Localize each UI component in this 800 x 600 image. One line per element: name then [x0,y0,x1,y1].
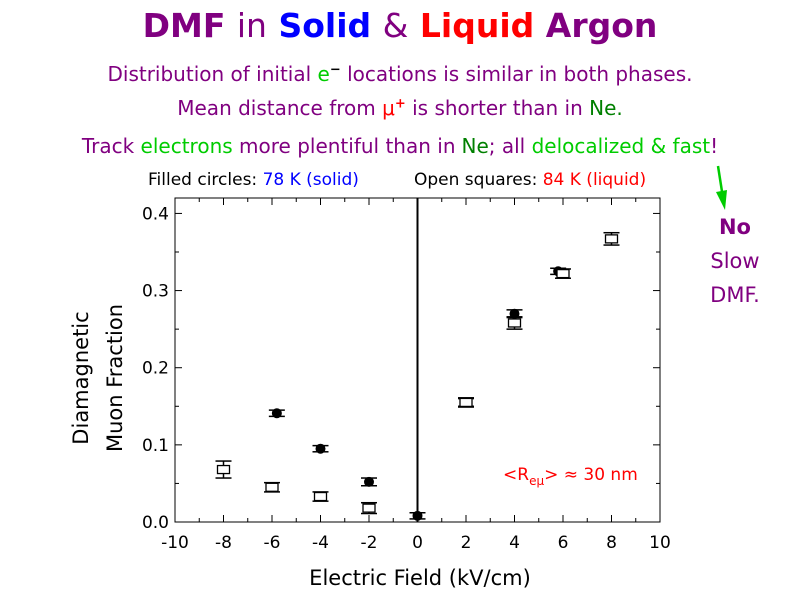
line3-bang: ! [710,134,719,158]
title-argon: Argon [545,6,658,45]
data-point-liquid [556,268,570,279]
line3-a: Track [81,134,135,158]
y-tick-label: 0.1 [142,436,169,456]
y-tick-label: 0.3 [142,282,169,302]
line2-muon-sup: + [394,96,406,112]
page-title: DMF in Solid & Liquid Argon [0,6,800,45]
y-axis-label-line-2: Muon Fraction [103,304,127,452]
x-tick-label: 10 [649,533,671,553]
x-tick-label: -2 [361,533,378,553]
line2-muon: μ+ [382,96,406,120]
line2-c: is shorter than in [412,96,583,120]
x-tick-label: -4 [312,533,329,553]
subtitle-line-3: Track electrons more plentiful than in Ne… [0,134,800,158]
line2-ne: Ne. [589,96,623,120]
subtitle-line-2: Mean distance from μ+ is shorter than in… [0,96,800,120]
side-note-line-3: DMF. [710,283,760,307]
x-tick-label: -8 [215,533,232,553]
annotation-prefix: <R [503,465,529,485]
distance-annotation: <Reμ> ≈ 30 nm [503,465,638,488]
data-point-liquid [604,234,619,244]
legend-open: Open squares: 84 K (liquid) [414,170,646,190]
data-point-liquid [265,482,279,492]
line1-electron: e− [317,62,341,86]
data-point-solid [271,408,282,419]
data-point-solid [364,476,374,487]
line3-e: ; all [488,134,526,158]
side-note-line-1: No [718,215,751,239]
x-tick-label: 4 [509,533,520,553]
side-note-line-2: Slow [710,249,760,273]
x-tick-label: 6 [558,533,569,553]
x-axis-label: Electric Field (kV/cm) [309,566,531,590]
y-tick-label: 0.4 [142,204,169,224]
legend-filled: Filled circles: 78 K (solid) [148,170,359,190]
line3-electrons: electrons [140,134,233,158]
x-tick-label: 2 [461,533,472,553]
side-note: No Slow DMF. [690,210,780,312]
subtitle-line-1: Distribution of initial e− locations is … [0,62,800,86]
title-in: in [236,6,267,45]
data-point-liquid [216,464,231,475]
legend-open-value: 84 K (liquid) [542,170,647,190]
data-point-liquid [459,397,473,408]
data-point-liquid [362,503,376,513]
annotation-suffix: > ≈ 30 nm [544,465,638,485]
legend-filled-value: 78 K (solid) [262,170,359,190]
x-tick-label: 0 [412,533,423,553]
data-point-liquid [507,318,522,328]
x-tick-label: -10 [161,533,189,553]
data-point-liquid [313,491,328,502]
line3-ne: Ne [461,134,489,158]
line2-a: Mean distance from [177,96,376,120]
data-point-solid [315,443,326,454]
line1-c: locations is similar in both phases. [347,62,693,86]
x-tick-label: -6 [264,533,281,553]
legend-open-label: Open squares: [414,170,538,190]
annotation-sub: eμ [529,474,544,488]
title-dmf: DMF [142,6,226,45]
line3-delocalized: delocalized & fast [531,134,711,158]
x-tick-label: 8 [606,533,617,553]
legend-filled-label: Filled circles: [148,170,258,190]
green-arrow-icon [716,165,727,210]
title-amp: & [382,6,409,45]
y-axis-label-line-1: Diamagnetic [69,311,93,444]
data-point-solid [412,510,423,521]
y-tick-label: 0.0 [142,513,169,533]
y-tick-label: 0.2 [142,359,169,379]
axis-tick-labels: -10 -8 -6 -4 -2 0 2 4 6 8 10 0.0 0.1 0.2 0.3 0.4 [142,204,671,553]
line3-c: more plentiful than in [239,134,456,158]
line1-electron-sup: − [329,62,341,78]
data-marks [215,231,620,521]
title-liquid: Liquid [419,6,535,45]
title-solid: Solid [278,6,372,45]
line1-a: Distribution of initial [107,62,312,86]
